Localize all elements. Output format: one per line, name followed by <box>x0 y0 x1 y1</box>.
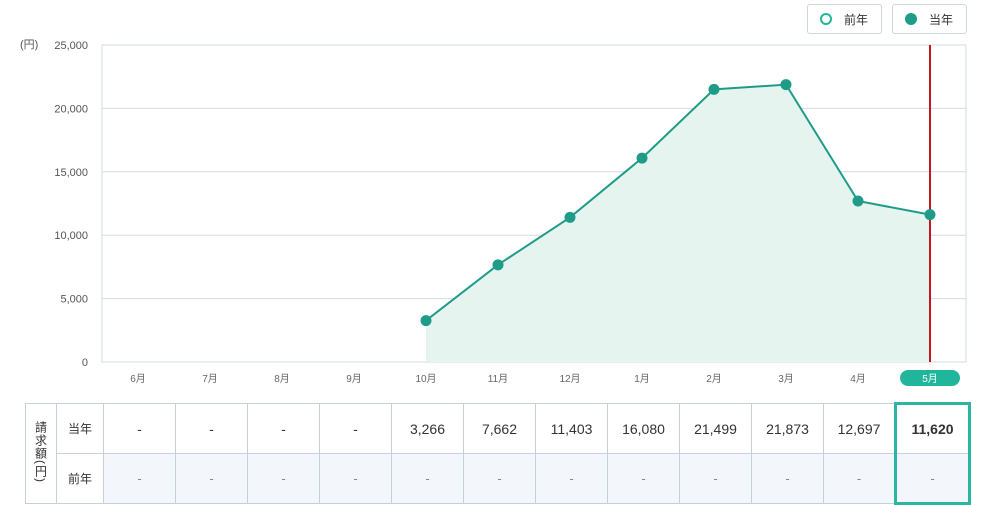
table-cell: - <box>607 453 680 504</box>
data-point-3月 <box>780 79 792 91</box>
data-point-1月 <box>636 152 648 164</box>
y-tick-label: 25,000 <box>54 40 88 52</box>
table-cell: - <box>103 453 176 504</box>
current-year-area <box>426 84 930 362</box>
data-point-4月 <box>852 195 864 207</box>
table-cell: - <box>175 403 248 454</box>
legend-current-year-button[interactable]: 当年 <box>891 4 967 34</box>
table-cell: - <box>391 453 464 504</box>
data-point-5月 <box>924 209 936 221</box>
x-tick-label: 1月 <box>634 373 650 385</box>
table-cell: 7,662 <box>463 403 536 454</box>
y-tick-label: 15,000 <box>54 167 88 179</box>
current-year-line <box>425 83 931 322</box>
y-tick-label: 10,000 <box>54 230 88 242</box>
table-cell: - <box>319 403 392 454</box>
row-header-current: 当年 <box>56 403 104 454</box>
x-tick-label: 7月 <box>202 373 218 385</box>
x-tick-label: 6月 <box>130 373 146 385</box>
table-cell-selected: 11,620 <box>894 402 971 454</box>
table-cell: - <box>175 453 248 504</box>
table-cell: 21,873 <box>751 403 824 454</box>
line-layer <box>425 83 931 322</box>
x-tick-label: 11月 <box>488 373 508 385</box>
x-tick-label: 8月 <box>274 373 290 385</box>
y-tick-label: 5,000 <box>60 294 88 306</box>
x-axis: 6月 7月 8月 9月 10月 11月 12月 1月 2月 3月 4月 5月 <box>130 370 960 386</box>
row-header-previous: 前年 <box>56 453 104 504</box>
billing-table: 請求額(円) 当年 - - - - 3,266 7,662 11,403 16,… <box>25 402 971 505</box>
table-cell: 11,403 <box>535 403 608 454</box>
data-point-11月 <box>492 259 504 271</box>
table-cell: - <box>535 453 608 504</box>
table-cell: - <box>463 453 536 504</box>
legend-previous-label: 前年 <box>843 12 868 27</box>
data-point-2月 <box>708 83 720 95</box>
x-tick-selected-pill <box>900 370 960 386</box>
table-row-previous: 前年 - - - - - - - - - - - - <box>26 453 971 505</box>
area-layer <box>426 84 930 362</box>
y-tick-label: 0 <box>82 357 88 369</box>
y-tick-label: 20,000 <box>54 103 88 115</box>
y-axis: 25,000 20,000 15,000 10,000 5,000 0 <box>54 40 88 369</box>
table-row-current: 請求額(円) 当年 - - - - 3,266 7,662 11,403 16,… <box>25 402 971 504</box>
point-layer <box>420 79 936 327</box>
table-cell: - <box>247 403 320 454</box>
x-tick-label-selected: 5月 <box>922 373 938 385</box>
table-cell: - <box>319 453 392 504</box>
x-tick-label: 2月 <box>706 373 722 385</box>
billing-chart: 25,000 20,000 15,000 10,000 5,000 0 6月 7月 8月 9月 1… <box>20 39 967 386</box>
legend-current-label: 当年 <box>928 12 953 27</box>
x-tick-label: 3月 <box>778 373 794 385</box>
table-cell-selected: - <box>894 453 971 505</box>
table-cell: - <box>103 403 176 454</box>
x-tick-label: 12月 <box>559 373 580 385</box>
data-point-10月 <box>420 315 432 327</box>
table-cell: 3,266 <box>391 403 464 454</box>
table-cell: - <box>247 453 320 504</box>
x-tick-label: 10月 <box>415 373 436 385</box>
chart-legend: 前年 当年 <box>806 4 967 34</box>
table-cell: 21,499 <box>679 403 752 454</box>
x-tick-label: 9月 <box>346 373 362 385</box>
table-cell: - <box>679 453 752 504</box>
y-axis-unit-label: (円) <box>20 39 38 51</box>
current-year-marker-icon <box>904 13 917 25</box>
data-point-12月 <box>564 211 576 223</box>
table-cell: 12,697 <box>823 403 896 454</box>
previous-year-marker-icon <box>819 13 832 25</box>
table-cell: 16,080 <box>607 403 680 454</box>
table-cell: - <box>823 453 896 504</box>
legend-previous-year-button[interactable]: 前年 <box>806 4 882 34</box>
x-tick-label: 4月 <box>850 373 866 385</box>
table-side-label: 請求額(円) <box>25 403 57 504</box>
table-cell: - <box>751 453 824 504</box>
